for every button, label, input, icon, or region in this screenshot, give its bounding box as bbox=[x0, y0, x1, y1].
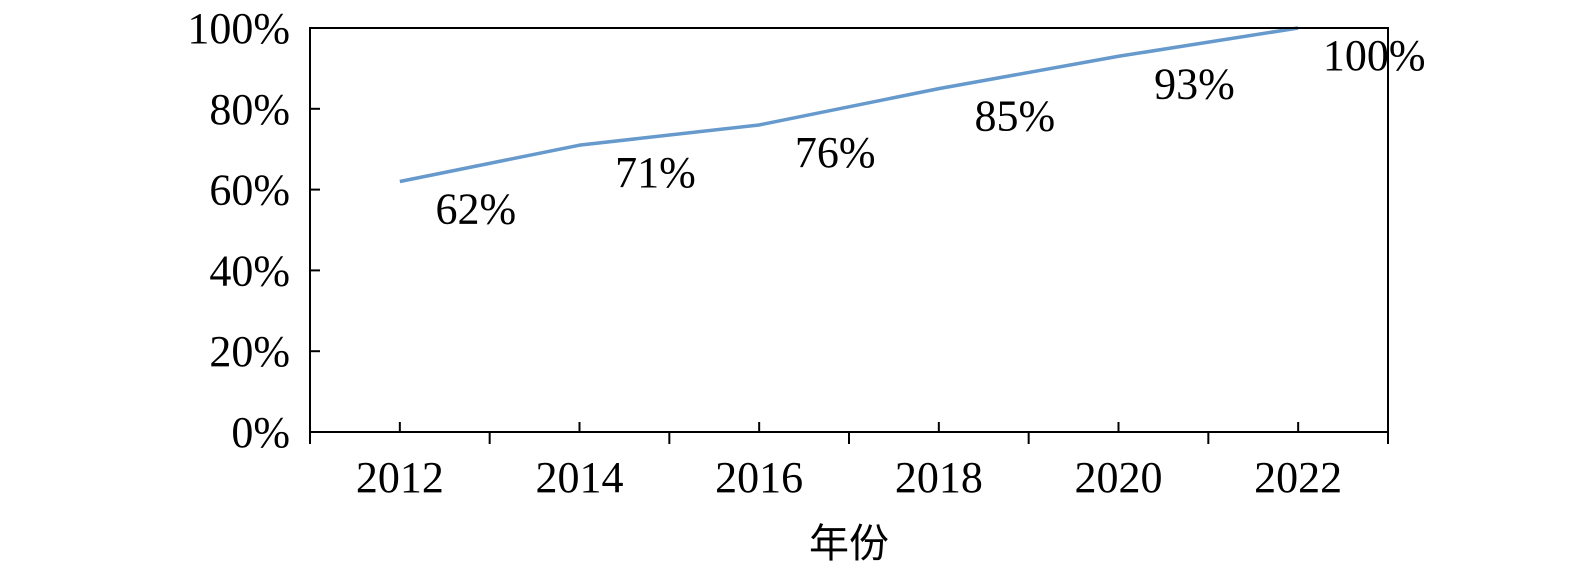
data-label: 76% bbox=[795, 128, 876, 177]
plot-area-frame bbox=[309, 27, 1389, 433]
y-tick-label: 0% bbox=[231, 408, 290, 457]
x-tick-label: 2012 bbox=[356, 453, 444, 502]
x-tick-label: 2022 bbox=[1254, 453, 1342, 502]
data-label: 93% bbox=[1154, 59, 1235, 108]
x-axis-title: 年份 bbox=[809, 521, 889, 567]
y-tick-label: 100% bbox=[187, 4, 290, 53]
x-tick-label: 2016 bbox=[715, 453, 803, 502]
y-tick-label: 80% bbox=[209, 85, 290, 134]
data-label: 71% bbox=[615, 148, 696, 197]
x-tick-label: 2014 bbox=[536, 453, 624, 502]
data-label: 100% bbox=[1323, 31, 1426, 80]
y-axis: 0% 20% 40% 60% 80% 100% bbox=[187, 4, 320, 457]
y-tick-label: 20% bbox=[209, 327, 290, 376]
x-tick-label: 2020 bbox=[1075, 453, 1163, 502]
data-label: 62% bbox=[436, 185, 517, 234]
data-labels: 62% 71% 76% 85% 93% 100% bbox=[436, 31, 1426, 234]
y-tick-label: 60% bbox=[209, 166, 290, 215]
y-tick-label: 40% bbox=[209, 246, 290, 295]
series-line bbox=[399, 26, 1299, 184]
series-layer bbox=[399, 26, 1299, 184]
x-axis: 2012 2014 2016 2018 2020 2022 bbox=[309, 422, 1389, 502]
x-tick-label: 2018 bbox=[895, 453, 983, 502]
data-label: 85% bbox=[975, 92, 1056, 141]
